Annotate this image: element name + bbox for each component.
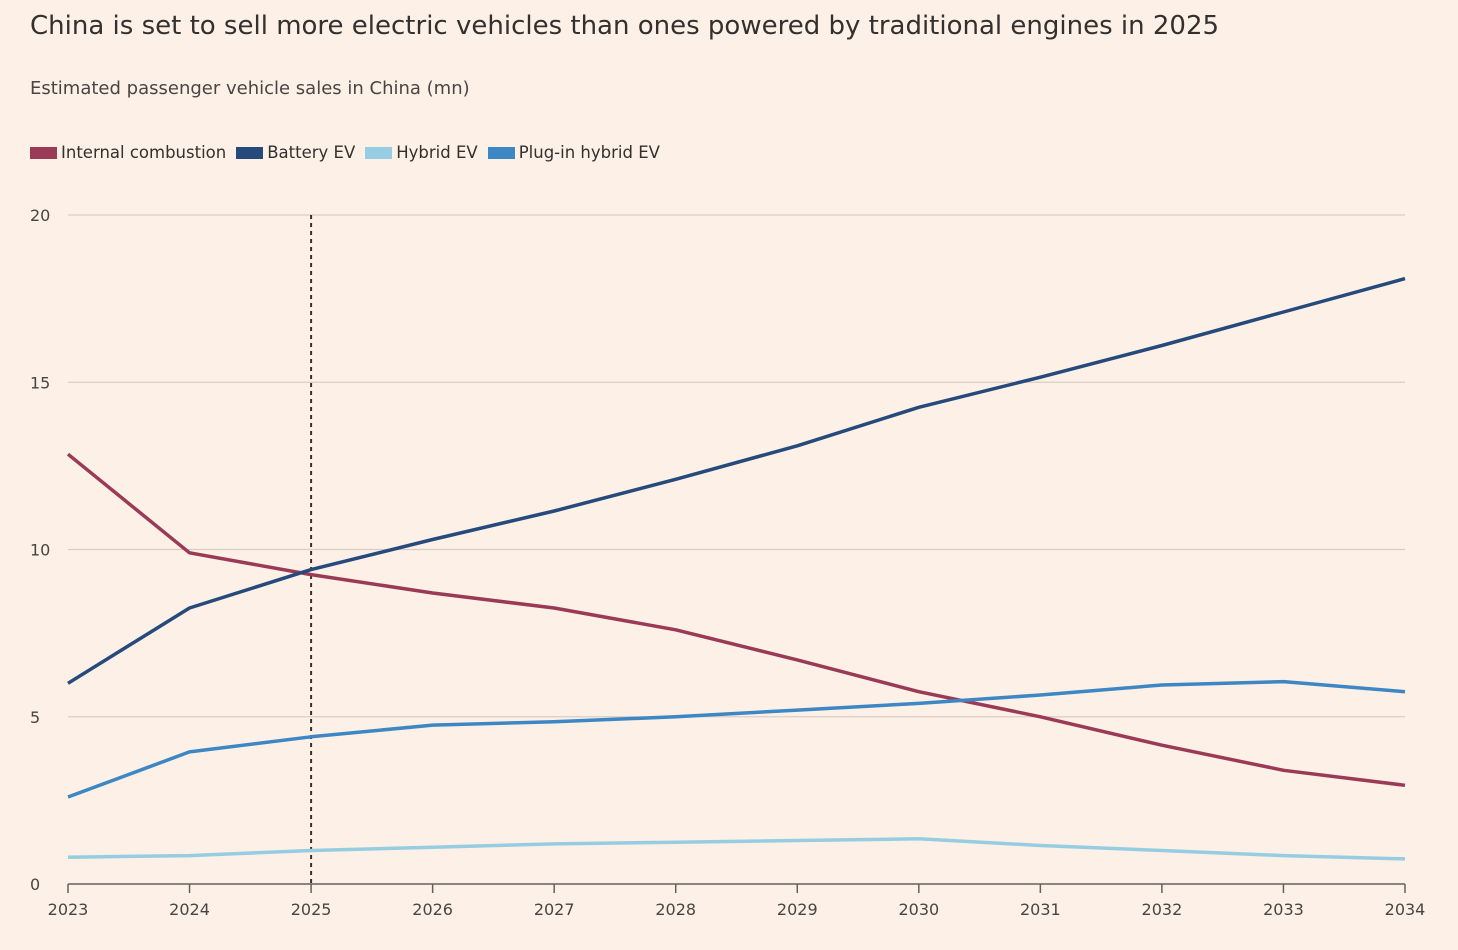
legend-item: Plug-in hybrid EV [487, 143, 660, 162]
chart-title: China is set to sell more electric vehic… [30, 11, 1220, 41]
y-tick-label: 0 [30, 875, 40, 894]
x-tick-label: 2024 [169, 900, 210, 919]
x-tick-label: 2033 [1263, 900, 1304, 919]
legend-swatch [30, 146, 57, 159]
x-tick-label: 2028 [655, 900, 696, 919]
y-tick-label: 5 [30, 708, 40, 727]
series-line-plug-in-hybrid-ev [67, 679, 1406, 799]
x-tick-label: 2031 [1020, 900, 1061, 919]
chart-legend: Internal combustion Battery EV Hybrid EV Pl… [30, 143, 660, 162]
legend-swatch [365, 146, 393, 159]
legend-label: Battery EV [267, 143, 356, 162]
legend-swatch [487, 146, 515, 159]
x-tick-label: 2029 [777, 900, 818, 919]
y-tick-label: 10 [30, 541, 50, 560]
legend-item: Internal combustion [30, 143, 226, 162]
legend-label: Plug-in hybrid EV [518, 143, 660, 162]
x-tick-label: 2027 [534, 900, 575, 919]
y-tick-label: 20 [30, 206, 50, 225]
x-tick-label: 2026 [412, 900, 453, 919]
series-line-battery-ev [67, 276, 1406, 685]
legend-swatch [236, 146, 264, 159]
legend-label: Hybrid EV [396, 143, 478, 162]
legend-item: Battery EV [236, 143, 355, 162]
legend-label: Internal combustion [61, 143, 227, 162]
x-tick-label: 2032 [1142, 900, 1183, 919]
y-tick-label: 15 [30, 373, 50, 392]
chart-subtitle: Estimated passenger vehicle sales in Chi… [30, 78, 470, 99]
x-tick-label: 2030 [898, 900, 939, 919]
x-tick-label: 2025 [291, 900, 332, 919]
legend-item: Hybrid EV [365, 143, 478, 162]
x-tick-label: 2034 [1385, 900, 1426, 919]
series-line-hybrid-ev [67, 837, 1406, 861]
x-tick-label: 2023 [48, 900, 89, 919]
series-line-internal-combustion [66, 452, 1406, 788]
